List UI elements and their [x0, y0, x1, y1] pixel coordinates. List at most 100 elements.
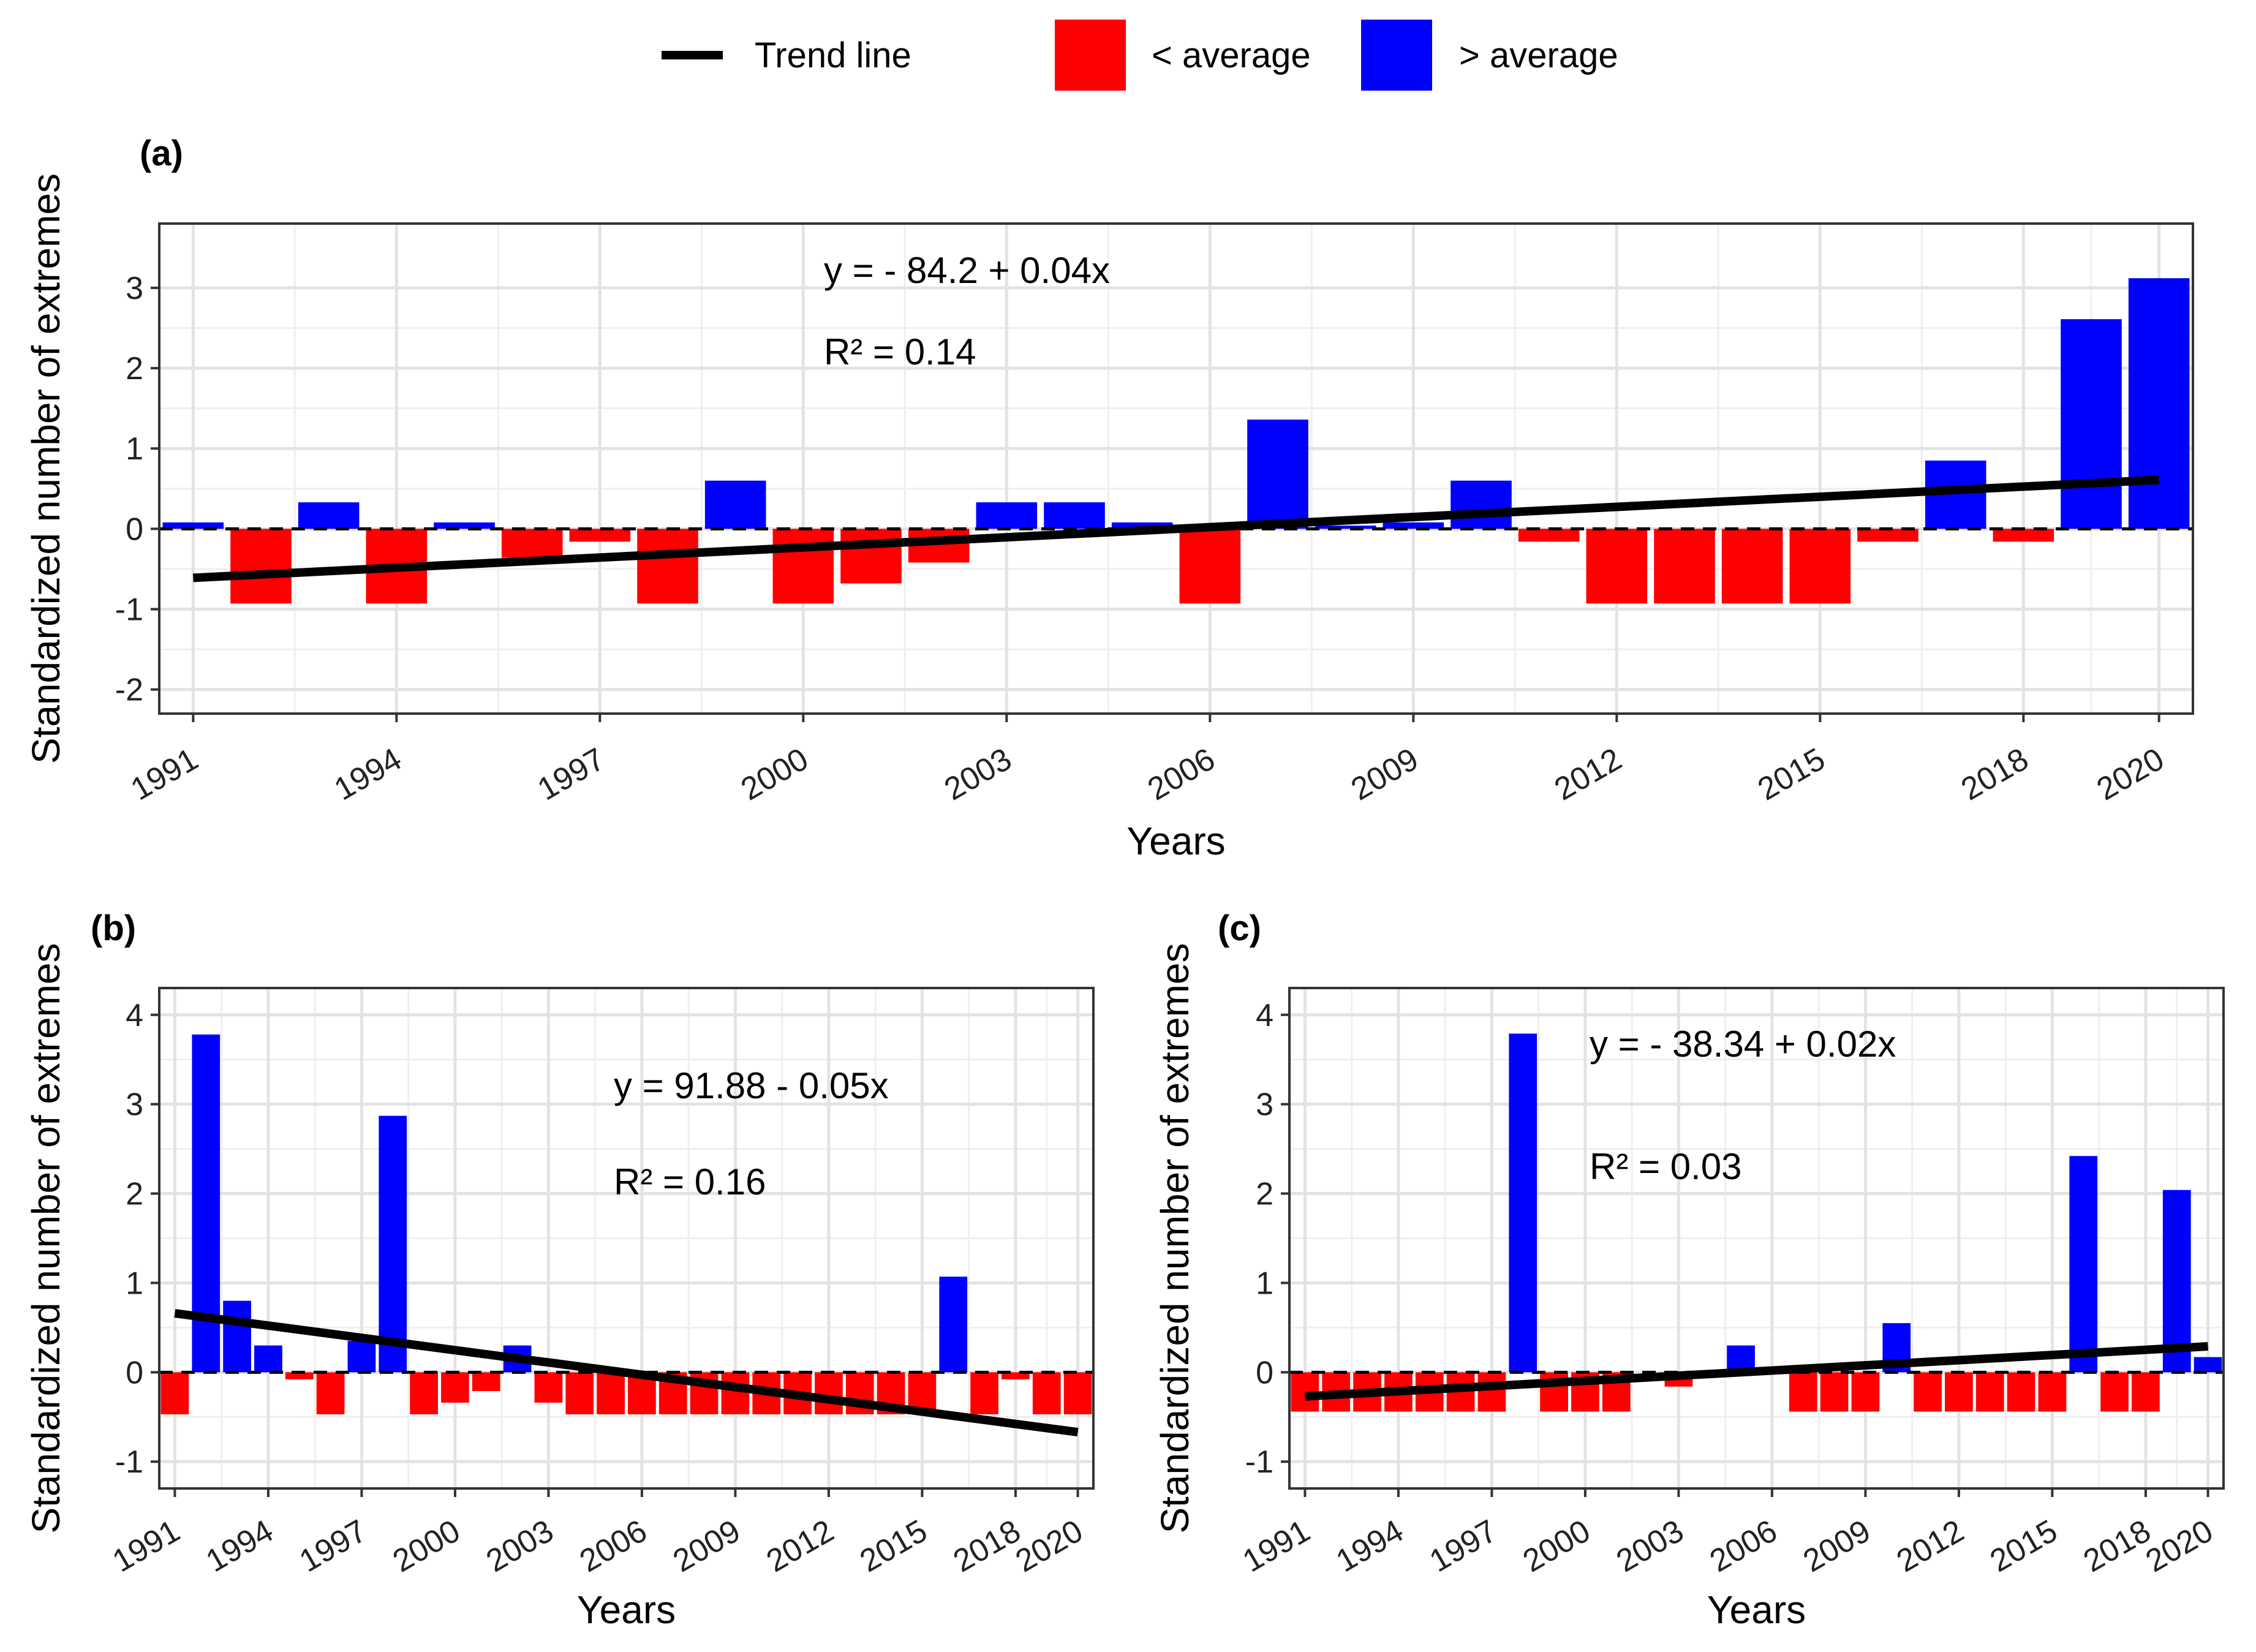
plot-border	[158, 222, 2194, 715]
bar-below-average	[160, 1372, 189, 1414]
bar-below-average	[410, 1372, 438, 1414]
x-tick-label: 1997	[293, 1513, 372, 1579]
bar-below-average	[1002, 1372, 1030, 1380]
bar-below-average	[1179, 529, 1241, 604]
x-tick-label: 1994	[1330, 1513, 1409, 1579]
x-tick-label: 2012	[1891, 1513, 1970, 1579]
x-tick-label: 2012	[761, 1513, 840, 1579]
legend-trend-label: Trend line	[755, 36, 911, 75]
panel-label: (c)	[1218, 908, 1261, 948]
bar-above-average	[162, 522, 224, 529]
r-squared: R² = 0.16	[614, 1161, 766, 1202]
y-tick-label: -1	[1245, 1444, 1273, 1480]
bar-below-average	[1032, 1372, 1061, 1414]
y-tick-label: -1	[115, 1444, 143, 1480]
bar-above-average	[1247, 420, 1308, 529]
bar-below-average	[815, 1372, 843, 1414]
bar-below-average	[970, 1372, 998, 1414]
bar-below-average	[721, 1372, 750, 1414]
bar-below-average	[1789, 529, 1851, 604]
bar-below-average	[1721, 529, 1783, 604]
y-tick-label: 0	[1256, 1355, 1273, 1390]
x-tick-label: 2015	[1752, 741, 1831, 807]
x-tick-label: 1997	[532, 741, 611, 807]
x-tick-label: 2000	[387, 1513, 466, 1579]
r-squared: R² = 0.14	[824, 331, 976, 372]
x-tick-label: 2006	[1704, 1513, 1783, 1579]
bar-below-average	[1586, 529, 1648, 604]
y-axis-title: Standardized number of extremes	[24, 943, 68, 1533]
x-tick-label: 1997	[1424, 1513, 1503, 1579]
trend-line	[174, 1309, 1079, 1437]
trend-line	[192, 475, 2160, 583]
x-axis-title: Years	[577, 1588, 676, 1632]
y-tick-label: 2	[1256, 1177, 1273, 1212]
x-tick-label: 2000	[735, 741, 814, 807]
bar-below-average	[1477, 1372, 1506, 1412]
plot-border	[158, 987, 1095, 1490]
y-tick-label: 3	[126, 1087, 143, 1123]
y-tick-label: 0	[126, 1355, 143, 1390]
bar-above-average	[2162, 1190, 2191, 1373]
bar-above-average	[223, 1300, 251, 1373]
legend: Trend line < average > average	[662, 20, 1618, 91]
x-tick-label: 2015	[1984, 1513, 2063, 1579]
trend-equation: y = 91.88 - 0.05x	[614, 1065, 889, 1106]
bar-above-average	[379, 1115, 407, 1373]
bar-below-average	[2038, 1372, 2067, 1412]
bar-above-average	[2194, 1357, 2222, 1373]
bar-above-average	[939, 1277, 968, 1373]
bar-below-average	[316, 1372, 345, 1414]
legend-below-swatch	[1055, 20, 1126, 91]
bar-above-average	[1451, 480, 1512, 529]
legend-below-label: < average	[1152, 36, 1311, 75]
x-tick-label: 2003	[1610, 1513, 1689, 1579]
bar-below-average	[1975, 1372, 2004, 1412]
bar-above-average	[2128, 278, 2190, 529]
x-tick-label: 2009	[1797, 1513, 1876, 1579]
bar-below-average	[2132, 1372, 2160, 1412]
x-tick-label: 2020	[2140, 1513, 2219, 1579]
bar-below-average	[1851, 1372, 1880, 1412]
bar-above-average	[1111, 522, 1173, 529]
x-tick-label: 1994	[328, 741, 407, 807]
bar-below-average	[285, 1372, 314, 1380]
y-tick-label: 3	[126, 271, 143, 306]
bar-below-average	[565, 1372, 594, 1414]
trend-equation: y = - 84.2 + 0.04x	[824, 250, 1110, 291]
bar-below-average	[637, 529, 698, 604]
bar-below-average	[501, 529, 563, 558]
x-tick-label: 1991	[125, 741, 204, 807]
bar-above-average	[434, 522, 495, 529]
bar-above-average	[1383, 522, 1444, 529]
x-tick-label: 1991	[1237, 1513, 1316, 1579]
bar-above-average	[2061, 319, 2122, 529]
bar-below-average	[534, 1372, 563, 1403]
x-tick-label: 2003	[938, 741, 1017, 807]
legend-above-label: > average	[1459, 36, 1618, 75]
bar-below-average	[472, 1372, 500, 1391]
x-tick-label: 2006	[574, 1513, 653, 1579]
bar-below-average	[1857, 529, 1918, 542]
x-axis-title: Years	[1126, 819, 1225, 863]
x-tick-label: 2009	[667, 1513, 746, 1579]
bar-above-average	[347, 1341, 376, 1373]
bar-below-average	[2007, 1372, 2035, 1412]
bar-above-average	[1509, 1033, 1537, 1373]
trend-equation: y = - 38.34 + 0.02x	[1590, 1024, 1896, 1065]
trend-line	[1305, 1342, 2208, 1401]
bar-above-average	[254, 1345, 282, 1373]
bar-above-average	[2069, 1156, 2098, 1373]
y-tick-label: 1	[126, 431, 143, 467]
bar-above-average	[1315, 526, 1376, 529]
bar-below-average	[1820, 1372, 1849, 1412]
bar-below-average	[772, 529, 834, 604]
bar-below-average	[1914, 1372, 1942, 1412]
y-tick-label: 2	[126, 351, 143, 387]
bar-below-average	[1945, 1372, 1973, 1412]
y-tick-label: 2	[126, 1177, 143, 1212]
y-tick-label: 3	[1256, 1087, 1273, 1123]
